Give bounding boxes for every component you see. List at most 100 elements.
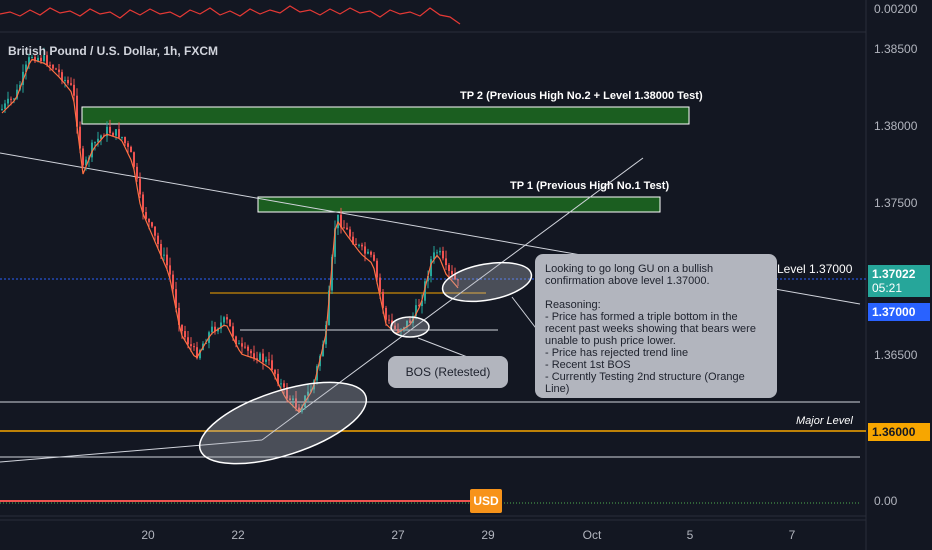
candle-body — [142, 194, 144, 213]
candle-body — [187, 337, 189, 345]
candle-body — [79, 126, 81, 149]
candle-body — [250, 350, 252, 354]
candle-body — [340, 214, 342, 228]
candle-body — [367, 251, 369, 254]
candle-body — [13, 98, 15, 100]
candle-body — [16, 89, 18, 99]
candle-body — [106, 126, 108, 137]
candle-body — [223, 317, 225, 323]
time-label-oct: Oct — [582, 528, 602, 542]
candle-body — [235, 336, 237, 345]
time-label-7: 7 — [788, 528, 796, 542]
candle-body — [85, 159, 87, 166]
candle-body — [22, 71, 24, 85]
candle-body — [157, 235, 159, 245]
candle-body — [274, 369, 276, 374]
candle-body — [10, 98, 12, 100]
current-price-badge: 1.37022 05:21 — [868, 265, 930, 297]
candle-body — [283, 383, 285, 388]
candle-body — [163, 254, 165, 256]
candle-body — [43, 55, 45, 62]
price-axis-label-1: 1.38500 — [874, 42, 918, 56]
candle-body — [193, 346, 195, 348]
candle-body — [34, 57, 36, 62]
candle-body — [310, 389, 312, 392]
candle-body — [349, 229, 351, 237]
candle-body — [130, 146, 132, 153]
candle-body — [385, 307, 387, 320]
candle-body — [91, 142, 93, 158]
candle-body — [241, 343, 243, 347]
candle-body — [427, 276, 429, 282]
candle-body — [166, 254, 168, 266]
candle-body — [394, 325, 396, 329]
time-label-27: 27 — [391, 528, 405, 542]
bos-pointer — [417, 337, 471, 359]
candle-body — [190, 344, 192, 347]
candle-body — [448, 265, 450, 271]
candle-body — [133, 152, 135, 167]
candle-body — [76, 95, 78, 127]
candle-body — [457, 279, 459, 281]
indicator-line-top — [0, 5, 461, 25]
candle-body — [397, 328, 399, 332]
candle-body — [346, 227, 348, 230]
candle-body — [376, 260, 378, 278]
candle-body — [424, 281, 426, 301]
candle-body — [154, 226, 156, 236]
candle-body — [82, 148, 84, 166]
candle-body — [25, 64, 27, 72]
candle-body — [244, 346, 246, 348]
candle-body — [112, 132, 114, 136]
candle-body — [409, 320, 411, 323]
candle-body — [328, 290, 330, 326]
candle-body — [40, 57, 42, 62]
candle-body — [220, 322, 222, 329]
candle-body — [37, 57, 39, 62]
candle-body — [136, 166, 138, 179]
candle-body — [343, 227, 345, 229]
candle-body — [121, 137, 123, 139]
candle-body — [232, 326, 234, 337]
candle-body — [214, 326, 216, 332]
candle-body — [1, 108, 3, 110]
candle-body — [160, 244, 162, 256]
candle-body — [253, 353, 255, 359]
candle-body — [109, 126, 111, 133]
candle-body — [262, 353, 264, 362]
candle-body — [307, 391, 309, 396]
tp1-zone — [257, 196, 661, 213]
price-axis-label-bottom: 0.00 — [874, 494, 898, 508]
candle-body — [277, 373, 279, 384]
candle-body — [70, 83, 72, 85]
candle-body — [238, 343, 240, 345]
tp1-label: TP 1 (Previous High No.1 Test) — [510, 180, 670, 192]
candle-body — [295, 398, 297, 408]
price-axis-label-3: 1.37500 — [874, 196, 918, 210]
current-test-ellipse — [441, 261, 533, 303]
candle-body — [280, 383, 282, 385]
candle-body — [199, 350, 201, 359]
candle-body — [436, 252, 438, 254]
candle-body — [7, 98, 9, 104]
candle-body — [52, 65, 54, 69]
candle-body — [445, 258, 447, 266]
candle-body — [259, 353, 261, 361]
candle-body — [364, 246, 366, 254]
candle-body — [175, 289, 177, 308]
candle-body — [454, 274, 456, 280]
candle-body — [442, 250, 444, 259]
candle-body — [64, 79, 66, 81]
candle-body — [100, 135, 102, 139]
candle-body — [61, 72, 63, 81]
trade-note-callout: Looking to go long GU on a bullish confi… — [535, 254, 777, 398]
candle-body — [118, 129, 120, 138]
candle-body — [379, 277, 381, 292]
candle-body — [331, 256, 333, 291]
candle-body — [358, 244, 360, 246]
level-136-badge: 1.36000 — [868, 423, 930, 441]
candle-body — [271, 360, 273, 370]
candle-body — [196, 347, 198, 359]
